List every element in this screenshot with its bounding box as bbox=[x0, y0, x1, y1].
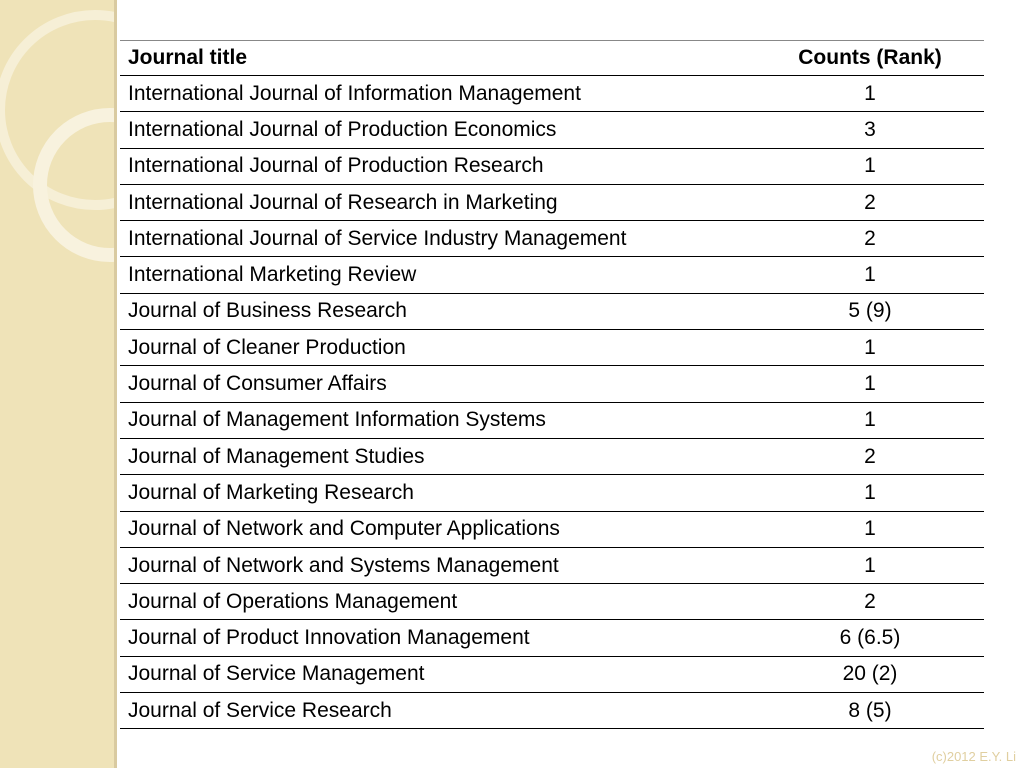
count-rank: 5 (9) bbox=[756, 293, 984, 331]
decorative-strip bbox=[0, 0, 117, 768]
journal-title: Journal of Service Management bbox=[120, 656, 756, 694]
count-rank: 2 bbox=[756, 583, 984, 621]
table-row: Journal of Operations Management 2 bbox=[120, 583, 984, 621]
table-row: Journal of Service Research 8 (5) bbox=[120, 692, 984, 730]
count-rank: 8 (5) bbox=[756, 692, 984, 730]
table-row: International Journal of Information Man… bbox=[120, 75, 984, 113]
table-row: International Marketing Review 1 bbox=[120, 256, 984, 294]
journal-title: Journal of Operations Management bbox=[120, 583, 756, 621]
journal-title: Journal of Business Research bbox=[120, 293, 756, 331]
journal-title: Journal of Product Innovation Management bbox=[120, 619, 756, 657]
table-row: International Journal of Production Rese… bbox=[120, 148, 984, 185]
count-rank: 1 bbox=[756, 256, 984, 294]
header-row: Journal title Counts (Rank) bbox=[120, 40, 984, 76]
table-row: International Journal of Service Industr… bbox=[120, 220, 984, 258]
count-rank: 1 bbox=[756, 75, 984, 113]
journal-title: International Journal of Research in Mar… bbox=[120, 184, 756, 222]
table-row: Journal of Management Information System… bbox=[120, 402, 984, 439]
table-row: Journal of Cleaner Production 1 bbox=[120, 329, 984, 367]
count-rank: 2 bbox=[756, 438, 984, 476]
count-rank: 20 (2) bbox=[756, 656, 984, 694]
count-rank: 3 bbox=[756, 111, 984, 149]
table-row: Journal of Marketing Research 1 bbox=[120, 474, 984, 512]
count-rank: 2 bbox=[756, 184, 984, 222]
table-row: Journal of Product Innovation Management… bbox=[120, 619, 984, 657]
journal-title: International Journal of Production Econ… bbox=[120, 111, 756, 149]
header-cell: Journal title bbox=[120, 40, 756, 76]
table-row: Journal of Network and Computer Applicat… bbox=[120, 511, 984, 548]
count-rank: 1 bbox=[756, 365, 984, 403]
journal-table: Journal title Counts (Rank) Internationa… bbox=[120, 40, 984, 730]
count-rank: 1 bbox=[756, 329, 984, 367]
journal-title: Journal of Cleaner Production bbox=[120, 329, 756, 367]
journal-title: Journal of Network and Computer Applicat… bbox=[120, 511, 756, 548]
journal-title: Journal of Service Research bbox=[120, 692, 756, 730]
journal-title: Journal of Marketing Research bbox=[120, 474, 756, 512]
count-rank: 1 bbox=[756, 474, 984, 512]
count-rank: 1 bbox=[756, 148, 984, 185]
table-row: Journal of Management Studies 2 bbox=[120, 438, 984, 476]
table-row: International Journal of Production Econ… bbox=[120, 111, 984, 149]
journal-title: International Journal of Service Industr… bbox=[120, 220, 756, 258]
journal-title: International Journal of Information Man… bbox=[120, 75, 756, 113]
count-rank: 1 bbox=[756, 511, 984, 548]
count-rank: 6 (6.5) bbox=[756, 619, 984, 657]
table-row: Journal of Network and Systems Managemen… bbox=[120, 547, 984, 585]
journal-title: Journal of Management Information System… bbox=[120, 402, 756, 439]
count-rank: 1 bbox=[756, 547, 984, 585]
table-row: Journal of Service Management 20 (2) bbox=[120, 656, 984, 694]
footer: (c)2012 E.Y. Li bbox=[931, 749, 1016, 764]
table-row: International Journal of Research in Mar… bbox=[120, 184, 984, 222]
count-rank: 2 bbox=[756, 220, 984, 258]
journal-title: Journal of Management Studies bbox=[120, 438, 756, 476]
decoration bbox=[0, 10, 114, 262]
journal-title: Journal of Network and Systems Managemen… bbox=[120, 547, 756, 585]
journal-title: International Journal of Production Rese… bbox=[120, 148, 756, 185]
journal-title: Journal of Consumer Affairs bbox=[120, 365, 756, 403]
count-rank: 1 bbox=[756, 402, 984, 439]
journal-title: International Marketing Review bbox=[120, 256, 756, 294]
table-row: Journal of Consumer Affairs 1 bbox=[120, 365, 984, 403]
table-row: Journal of Business Research 5 (9) bbox=[120, 293, 984, 331]
header-cell: Counts (Rank) bbox=[756, 40, 984, 76]
